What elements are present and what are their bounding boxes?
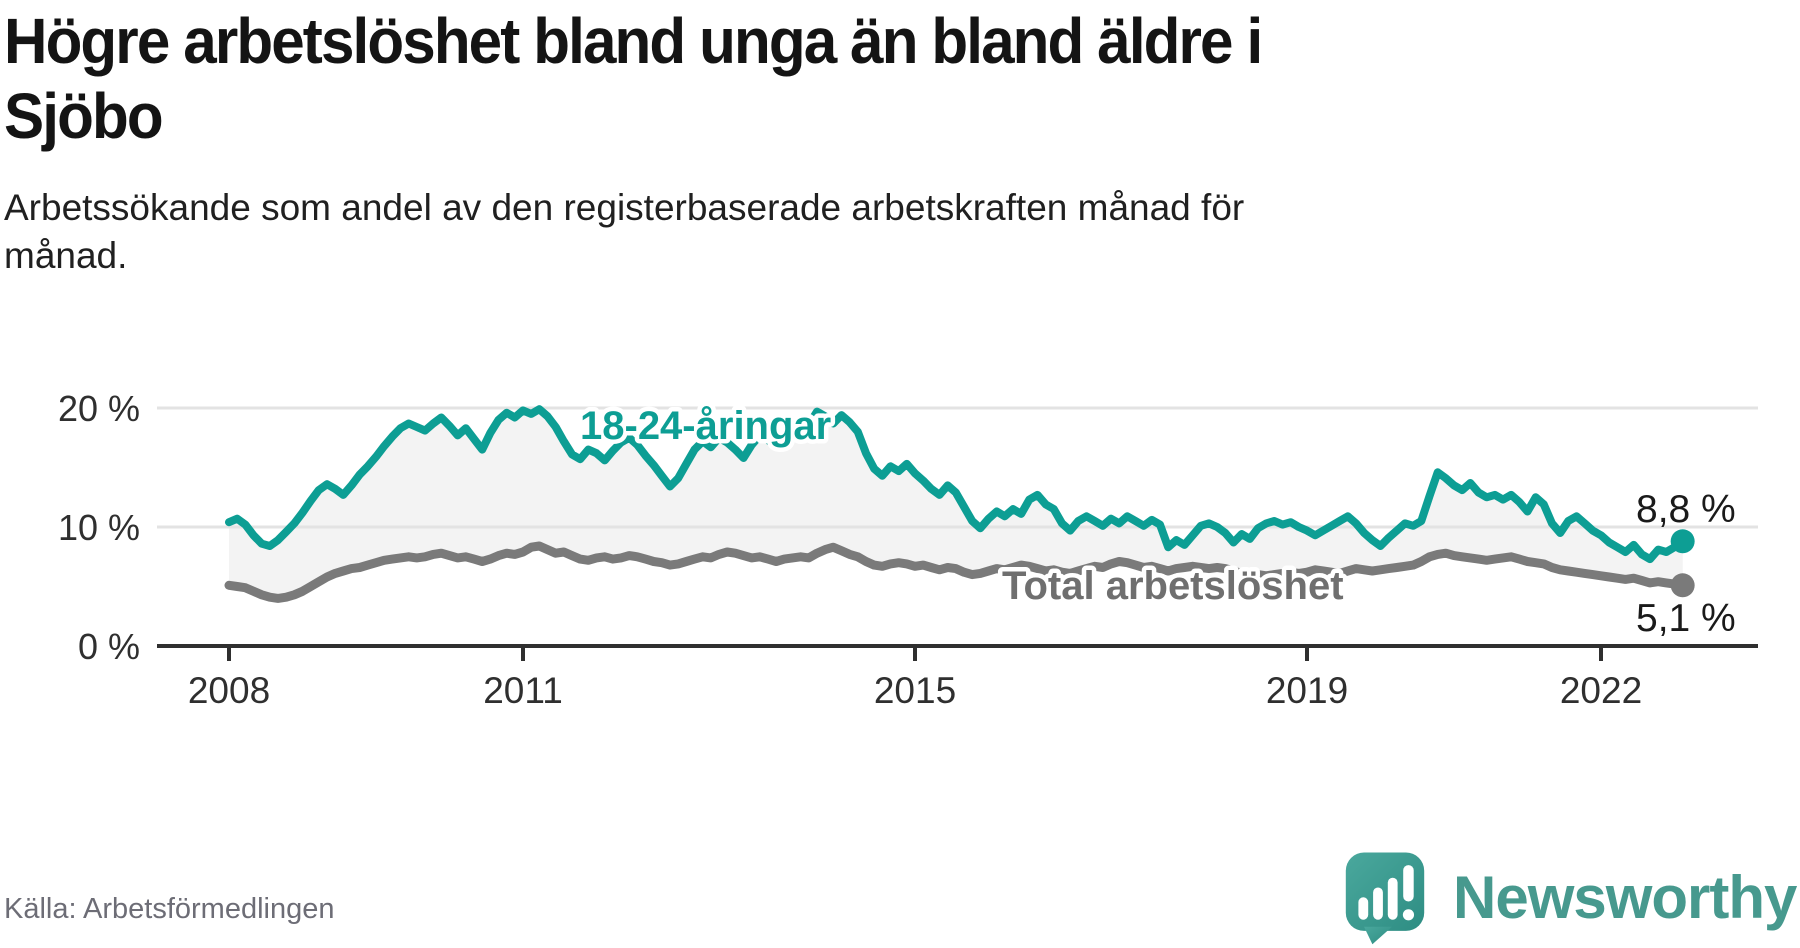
newsworthy-logo: Newsworthy bbox=[1343, 851, 1797, 945]
y-tick-label: 10 % bbox=[58, 507, 140, 548]
chart-subtitle: Arbetssökande som andel av den registerb… bbox=[4, 184, 1504, 280]
page-title-line-1: Högre arbetslöshet bland unga än bland ä… bbox=[4, 5, 1263, 77]
source-text: Källa: Arbetsförmedlingen bbox=[4, 893, 335, 925]
page-title: Högre arbetslöshet bland unga än bland ä… bbox=[4, 4, 1640, 154]
series-line-youth bbox=[225, 405, 1687, 564]
x-tick-label: 2022 bbox=[1560, 670, 1642, 711]
x-tick-label: 2015 bbox=[874, 670, 956, 711]
end-value-total: 5,1 % bbox=[1636, 597, 1736, 640]
between-fill bbox=[229, 409, 1683, 599]
series-label-youth: 18-24-åringar bbox=[580, 404, 831, 448]
page-title-line-2: Sjöbo bbox=[4, 79, 164, 152]
bar-chart-speech-bubble-icon bbox=[1345, 852, 1425, 945]
x-tick-label: 2008 bbox=[188, 670, 270, 711]
x-tick-label: 2019 bbox=[1266, 670, 1348, 711]
chart-subtitle-line-1: Arbetssökande som andel av den registerb… bbox=[4, 187, 1245, 228]
end-dot-total bbox=[1670, 573, 1695, 598]
y-tick-label: 20 % bbox=[58, 388, 140, 429]
end-value-youth: 8,8 % bbox=[1636, 488, 1736, 531]
y-tick-label: 0 % bbox=[78, 626, 140, 667]
x-tick-label: 2011 bbox=[483, 670, 563, 711]
newsworthy-brand-text: Newsworthy bbox=[1453, 864, 1797, 931]
end-dot-youth bbox=[1670, 529, 1695, 554]
series-label-total: Total arbetslöshet bbox=[1002, 564, 1344, 608]
chart-subtitle-line-2: månad. bbox=[4, 235, 128, 277]
series-line-total bbox=[224, 541, 1688, 603]
